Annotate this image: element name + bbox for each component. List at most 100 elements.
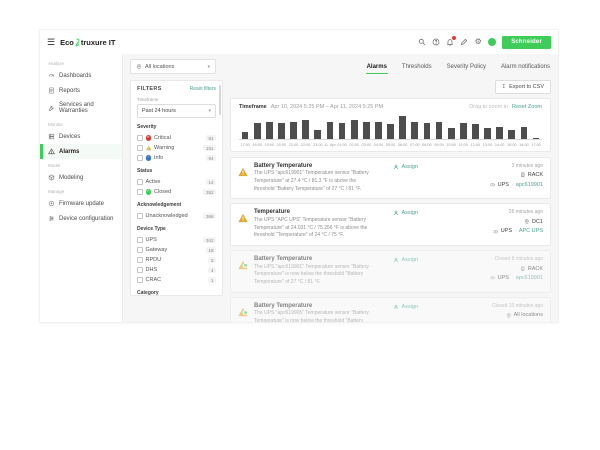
chart-x-tick-label: 01:00 [337, 142, 347, 147]
alarm-device: UPS · apc619901 [490, 275, 543, 281]
alarm-description: The UPS "APC UPS" Temperature sensor "Ba… [254, 216, 368, 239]
hamburger-menu-icon[interactable]: ☰ [47, 36, 56, 47]
sidebar-item-dashboards[interactable]: Dashboards [40, 68, 122, 83]
device-name-link[interactable]: apc619901 [515, 275, 543, 281]
sidebar-item-alarms[interactable]: Alarms [40, 144, 122, 159]
timeframe-select[interactable]: Past 24 hours ▾ [137, 104, 216, 118]
sidebar-item-services-and-warranties[interactable]: Services and Warranties [40, 98, 122, 118]
checkbox-rpdu[interactable] [137, 257, 143, 263]
chart-x-tick-label: 13:00 [482, 142, 493, 147]
alarm-card[interactable]: ✓ Battery Temperature The UPS "apc619901" … [230, 250, 551, 293]
notifications-icon[interactable] [446, 36, 457, 46]
sidebar-item-device-configuration[interactable]: Device configuration [40, 211, 122, 226]
settings-icon[interactable]: ⚙ [474, 37, 482, 46]
checkbox-gateway[interactable] [137, 247, 143, 253]
filter-option-label: DHS [145, 267, 158, 273]
alarm-card[interactable]: Battery Temperature The UPS "apc619901" T… [230, 156, 551, 200]
filter-option-count: 1 [208, 277, 216, 283]
alarms-histogram[interactable]: 17:00 18:00 19:00 20:00 21:00 22:00 23:00 11. A… [239, 115, 542, 148]
warning-closed-icon: ✓ [238, 256, 249, 275]
device-name-link[interactable]: APC UPS [518, 228, 543, 235]
checkbox-critical[interactable] [137, 135, 143, 141]
alarm-timestamp: 3 minutes ago [511, 162, 543, 169]
chart-x-tick-label: 07:00 [410, 142, 420, 147]
tab-alarm-notifications[interactable]: Alarm notifications [500, 63, 550, 70]
alarm-location-label: All locations [513, 312, 543, 319]
chart-x-tick-label: 05:00 [385, 142, 396, 147]
assign-label: Assign [401, 303, 419, 310]
checkbox-info[interactable] [137, 155, 143, 161]
schneider-logo[interactable]: Schneider [502, 35, 551, 49]
assign-button[interactable]: Assign [379, 209, 446, 216]
closed-check-badge: ✓ [243, 263, 248, 268]
alarm-location[interactable]: RACK [520, 172, 543, 178]
device-name-link[interactable]: apc619901 [515, 181, 543, 188]
chart-timeframe-range: Apr 10, 2024 5:25 PM – Apr 11, 2024 5:25… [270, 104, 384, 110]
checkbox-dhs[interactable] [137, 267, 143, 273]
filter-option-label: Warning [154, 145, 175, 151]
reset-zoom-link[interactable]: Reset Zoom [512, 104, 542, 110]
assign-button[interactable]: Assign [379, 256, 446, 263]
config-icon [48, 215, 55, 222]
location-pin-icon [136, 63, 142, 70]
logo-text-prefix: Eco [60, 37, 74, 47]
chart-x-tick-label: 02:00 [349, 142, 359, 147]
filter-option-label: Unacknowledged [145, 213, 188, 219]
alarm-card[interactable]: ✓ Battery Temperature The UPS "apc619905" … [230, 296, 551, 322]
sidebar-item-reports[interactable]: Reports [40, 83, 122, 98]
tab-thresholds[interactable]: Thresholds [401, 63, 432, 70]
checkbox-closed[interactable] [137, 189, 143, 195]
chart-bar [241, 132, 249, 139]
export-csv-button[interactable]: ↧ Export to CSV [494, 80, 551, 94]
chart-bar [265, 121, 273, 139]
notification-badge [452, 36, 457, 40]
alarm-location[interactable]: RACK [520, 266, 543, 272]
sidebar-item-modeling[interactable]: Modeling [40, 170, 122, 185]
ups-icon [490, 182, 496, 188]
help-icon[interactable] [432, 38, 440, 46]
alarm-location[interactable]: All locations [506, 312, 543, 318]
chart-bar [508, 129, 516, 139]
sidebar-item-label: Devices [59, 133, 81, 140]
checkbox-warning[interactable] [137, 145, 143, 151]
checkbox-unacknowledged[interactable] [137, 213, 143, 219]
filter-option-count: 18 [205, 247, 216, 253]
filter-option-count: 342 [203, 237, 216, 243]
warning-severity-icon [145, 145, 152, 151]
filter-option-count: 366 [203, 213, 216, 219]
checkbox-ups[interactable] [137, 237, 143, 243]
filter-group-label-severity: Severity [137, 124, 157, 130]
sidebar-item-devices[interactable]: Devices [40, 129, 122, 144]
tab-severity-policy[interactable]: Severity Policy [446, 63, 486, 70]
search-icon[interactable] [418, 38, 426, 46]
chart-bar [447, 128, 455, 139]
filter-group-label-status: Status [137, 168, 153, 174]
alarm-device: UPS · apc619901 [490, 182, 543, 188]
reset-filters-link[interactable]: Reset filters [189, 86, 216, 92]
location-selector[interactable]: All locations ▾ [130, 59, 216, 74]
alarm-location[interactable]: DC1 [524, 219, 543, 225]
checkbox-crac[interactable] [137, 277, 143, 283]
location-pin-icon [506, 312, 512, 319]
filters-scrollbar-thumb[interactable] [218, 85, 221, 115]
filter-option-warning: Warning 191 [137, 143, 216, 153]
tab-alarms[interactable]: Alarms [365, 61, 388, 74]
chart-x-tick-label: 11:00 [458, 142, 468, 147]
checkbox-active[interactable] [137, 179, 143, 185]
edit-icon[interactable] [460, 38, 468, 46]
alarm-card[interactable]: Temperature The UPS "APC UPS" Temperature… [230, 203, 551, 246]
alarm-description: The UPS "apc619905" Temperature sensor "… [254, 310, 369, 322]
alarm-title: Battery Temperature [254, 302, 313, 309]
chart-bar [375, 121, 382, 139]
logo-text-suffix: truxure IT [80, 37, 116, 47]
filter-option-rpdu: RPDU 5 [137, 255, 216, 265]
user-avatar[interactable] [488, 38, 497, 46]
assign-button[interactable]: Assign [379, 163, 446, 170]
filter-option-count: 81 [205, 135, 216, 141]
sidebar-item-firmware-update[interactable]: Firmware update [40, 196, 122, 211]
assign-button[interactable]: Assign [379, 303, 446, 310]
filter-option-dhs: DHS 4 [137, 265, 216, 275]
filter-group-label-acknowledgement: Acknowledgement [137, 202, 182, 208]
chart-bar [532, 137, 540, 139]
filter-option-label: Gateway [145, 247, 168, 253]
